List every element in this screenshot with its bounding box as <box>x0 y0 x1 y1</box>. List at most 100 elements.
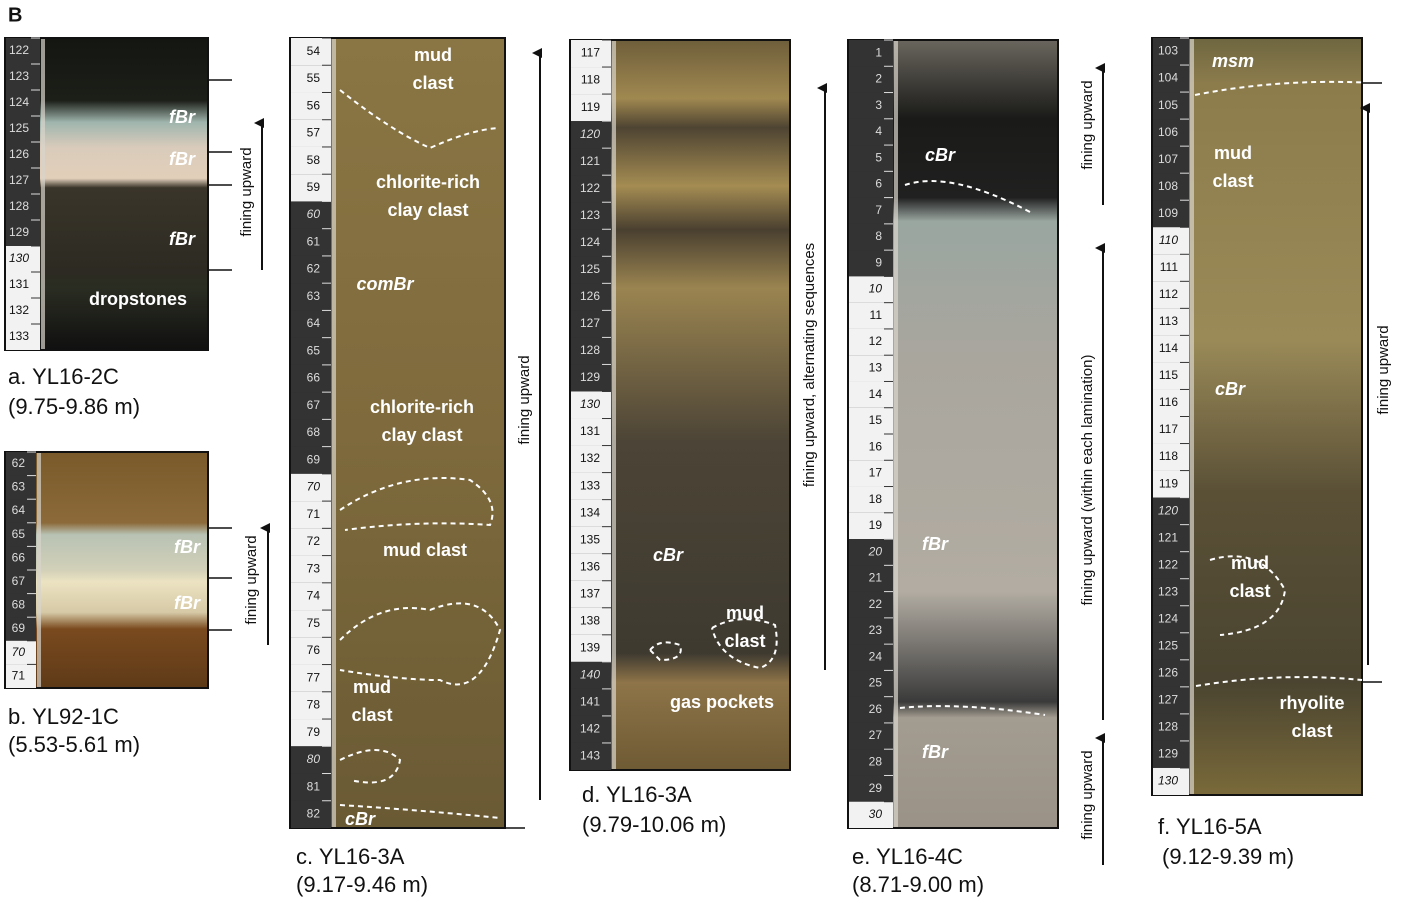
ruler-number: 124 <box>1158 611 1178 625</box>
core-liner <box>1190 39 1194 794</box>
ruler-number: 62 <box>307 262 321 276</box>
ruler-number: 143 <box>580 749 600 763</box>
ruler-number: 125 <box>580 262 600 276</box>
ruler-number: 11 <box>870 308 883 322</box>
ruler-block <box>849 224 893 250</box>
ruler-number: 73 <box>307 561 321 575</box>
ruler-number: 125 <box>1158 638 1178 652</box>
core-label: cBr <box>925 145 956 165</box>
ruler-number: 15 <box>869 413 883 427</box>
ruler-number: 28 <box>869 755 883 769</box>
ruler-number: 120 <box>1158 503 1178 517</box>
core-label: clast <box>351 705 392 725</box>
ruler-number: 124 <box>580 235 600 249</box>
ruler-block <box>849 93 893 119</box>
ruler-number: 118 <box>581 73 600 87</box>
core-label: clay clast <box>381 425 462 445</box>
ruler-number: 20 <box>868 544 883 558</box>
ruler-number: 109 <box>1158 206 1178 220</box>
ruler-number: 10 <box>869 282 883 296</box>
depth-range: (9.79-10.06 m) <box>582 812 726 837</box>
ruler-number: 27 <box>869 728 883 742</box>
ruler-number: 1 <box>875 45 882 59</box>
ruler-number: 129 <box>9 225 29 239</box>
ruler-number: 4 <box>875 124 882 138</box>
ruler-number: 105 <box>1158 98 1178 112</box>
ruler-number: 62 <box>12 456 26 470</box>
core-label: clast <box>724 631 765 651</box>
ruler-number: 126 <box>580 289 600 303</box>
ruler-number: 132 <box>9 303 29 317</box>
ruler-number: 106 <box>1158 125 1178 139</box>
ruler-number: 125 <box>9 121 29 135</box>
ruler-number: 123 <box>9 69 29 83</box>
ruler-number: 82 <box>307 807 321 821</box>
ruler-number: 26 <box>869 702 883 716</box>
ruler-number: 61 <box>307 234 321 248</box>
ruler-number: 55 <box>307 71 321 85</box>
core-liner <box>37 453 41 687</box>
core-label: mud <box>1214 143 1252 163</box>
ruler-number: 111 <box>1160 260 1179 274</box>
ruler-number: 123 <box>580 208 600 222</box>
caption: e. YL16-4C <box>852 844 963 869</box>
ruler-number: 126 <box>1158 666 1178 680</box>
ruler-number: 122 <box>1158 557 1178 571</box>
ruler-number: 79 <box>307 725 321 739</box>
ruler-number: 56 <box>307 98 321 112</box>
ruler-number: 122 <box>9 43 29 57</box>
ruler-block <box>849 250 893 276</box>
ruler-number: 117 <box>581 46 600 60</box>
ruler-number: 2 <box>875 72 882 86</box>
ruler-number: 129 <box>1158 747 1178 761</box>
ruler-number: 139 <box>580 641 600 655</box>
core-liner <box>894 41 898 827</box>
core-label: cBr <box>345 809 376 829</box>
ruler-number: 103 <box>1158 44 1178 58</box>
core-label: cBr <box>653 545 684 565</box>
ruler-number: 108 <box>1158 179 1178 193</box>
ruler-number: 131 <box>9 277 29 291</box>
ruler-block <box>849 40 893 66</box>
arrow-label: fining upward <box>1079 750 1096 839</box>
core-label: fBr <box>922 742 949 762</box>
ruler-number: 25 <box>869 676 883 690</box>
arrow-label: fining upward (within each lamination) <box>1079 355 1096 606</box>
ruler-number: 69 <box>307 452 321 466</box>
ruler-number: 130 <box>9 251 29 265</box>
caption: d. YL16-3A <box>582 782 692 807</box>
ruler-number: 65 <box>307 343 321 357</box>
ruler-number: 117 <box>1159 422 1178 436</box>
ruler-number: 58 <box>307 153 321 167</box>
core-label: mud <box>414 45 452 65</box>
ruler-number: 3 <box>875 98 882 112</box>
ruler-number: 127 <box>1158 693 1178 707</box>
ruler-number: 142 <box>580 722 600 736</box>
ruler-number: 9 <box>875 255 882 269</box>
caption: b. YL92-1C <box>8 704 119 729</box>
arrow-label: fining upward <box>243 535 260 624</box>
ruler-number: 80 <box>307 752 321 766</box>
ruler-number: 115 <box>1159 368 1178 382</box>
ruler-number: 127 <box>580 316 600 330</box>
core-liner <box>612 41 616 769</box>
ruler-number: 70 <box>307 480 321 494</box>
ruler-number: 140 <box>580 668 600 682</box>
caption: c. YL16-3A <box>296 844 405 869</box>
core-liner <box>332 39 336 827</box>
ruler-number: 63 <box>307 289 321 303</box>
ruler-number: 130 <box>580 397 600 411</box>
ruler-number: 22 <box>869 597 883 611</box>
ruler-number: 66 <box>307 371 321 385</box>
core-label: mud <box>1231 553 1269 573</box>
ruler-number: 128 <box>580 343 600 357</box>
caption: a. YL16-2C <box>8 364 119 389</box>
ruler-number: 75 <box>307 616 321 630</box>
ruler-number: 66 <box>12 550 26 564</box>
depth-range: (9.75-9.86 m) <box>8 394 140 419</box>
ruler-number: 64 <box>12 503 26 517</box>
ruler-number: 59 <box>307 180 321 194</box>
core-label: fBr <box>174 537 201 557</box>
ruler-number: 76 <box>307 643 321 657</box>
core-label: mud <box>353 677 391 697</box>
